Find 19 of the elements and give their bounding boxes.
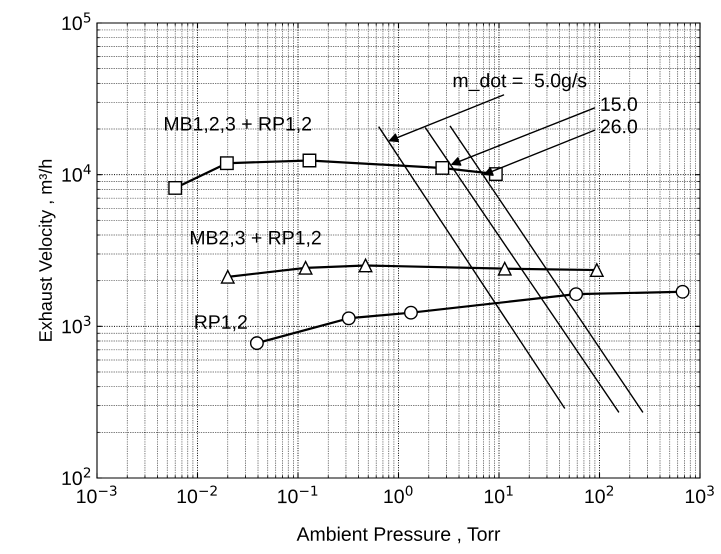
series-label: MB2,3 + RP1,2 bbox=[190, 230, 321, 247]
series-label: RP1,2 bbox=[195, 315, 247, 332]
annotation: 15.0 bbox=[601, 97, 637, 112]
x-tick-label: 10$^{3}$ bbox=[686, 486, 714, 504]
x-tick-label: 10$^{−2}$ bbox=[178, 486, 217, 504]
x-tick-label: 10$^{−1}$ bbox=[278, 486, 318, 504]
y-axis-title: Exhaust Velocity , m³/h bbox=[38, 160, 56, 341]
y-tick-label: 10$^{2}$ bbox=[62, 467, 90, 486]
x-tick-label: 10$^{2}$ bbox=[585, 486, 614, 504]
y-tick-label: 10$^{3}$ bbox=[62, 316, 90, 334]
y-tick-label: 10$^{5}$ bbox=[62, 12, 90, 30]
annotation: 26.0 bbox=[600, 120, 637, 134]
x-tick-label: 10$^{0}$ bbox=[384, 486, 413, 504]
x-tick-label: 10$^{−3}$ bbox=[77, 486, 116, 504]
x-tick-label: 10$^{1}$ bbox=[484, 486, 513, 504]
y-tick-label: 10$^{4}$ bbox=[62, 164, 91, 182]
series-label: MB1,2,3 + RP1,2 bbox=[164, 116, 312, 133]
annotation: m_dot = 5.0g/s bbox=[454, 73, 586, 92]
x-axis-title: Ambient Pressure , Torr bbox=[296, 526, 500, 544]
